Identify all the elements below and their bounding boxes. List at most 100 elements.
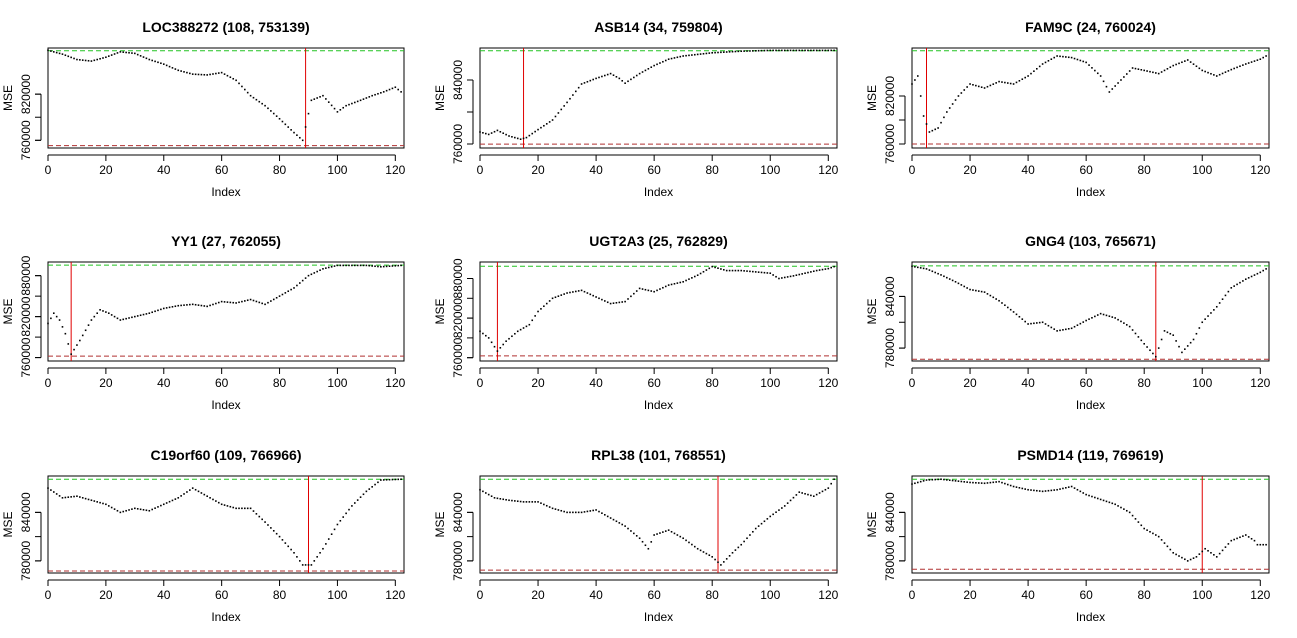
data-point — [1189, 341, 1192, 344]
data-point — [595, 296, 597, 298]
data-point — [1091, 67, 1093, 69]
data-point — [119, 319, 122, 321]
data-point — [615, 301, 618, 304]
data-point — [284, 292, 287, 294]
data-point — [598, 297, 600, 300]
chart-title: LOC388272 (108, 753139) — [142, 19, 309, 35]
data-point — [397, 88, 400, 91]
data-point — [1085, 61, 1087, 64]
data-point — [1233, 285, 1235, 287]
data-point — [307, 112, 310, 115]
data-point — [374, 93, 376, 96]
chart-title: YY1 (27, 762055) — [171, 233, 281, 249]
x-tick-label: 120 — [385, 588, 405, 602]
data-point — [212, 303, 214, 306]
data-point — [821, 268, 824, 271]
data-point — [50, 50, 52, 52]
x-tick-label: 120 — [385, 376, 405, 390]
data-point — [1181, 351, 1183, 354]
data-point — [1047, 324, 1050, 327]
y-tick-label: 880000 — [19, 255, 33, 295]
data-point — [1160, 338, 1163, 341]
y-axis: 780000 840000 MSE — [865, 276, 906, 368]
data-point — [186, 304, 188, 306]
data-point — [621, 523, 624, 526]
data-point — [58, 52, 61, 55]
data-point — [1152, 352, 1154, 355]
data-point — [131, 508, 133, 510]
data-point — [937, 127, 939, 129]
data-point — [356, 264, 359, 267]
data-point — [676, 282, 679, 284]
data-point — [1204, 547, 1206, 550]
x-tick-label: 20 — [963, 588, 977, 602]
data-point — [1253, 539, 1256, 542]
y-tick-label: 840000 — [883, 276, 897, 316]
data-point — [502, 132, 505, 134]
data-point — [482, 332, 484, 335]
data-point — [1146, 70, 1148, 72]
data-point — [833, 265, 835, 268]
data-point — [595, 509, 597, 511]
data-point — [705, 552, 708, 555]
data-point — [705, 52, 708, 55]
x-axis: 0 20 40 60 80 100 120 Index — [45, 154, 406, 199]
data-point — [807, 493, 809, 496]
data-point — [194, 303, 197, 306]
data-point — [142, 56, 145, 58]
data-point — [1140, 524, 1143, 527]
data-point — [388, 478, 391, 481]
data-point — [1004, 304, 1006, 307]
x-tick-label: 40 — [1021, 588, 1035, 602]
data-point — [763, 520, 766, 523]
data-point — [662, 531, 664, 533]
data-point — [255, 513, 258, 515]
data-point — [644, 69, 647, 72]
data-point — [107, 505, 110, 507]
data-point — [1172, 64, 1175, 67]
data-point — [815, 49, 818, 52]
data-point — [1143, 69, 1145, 72]
data-point — [52, 312, 55, 315]
data-point — [299, 282, 301, 284]
data-point — [244, 300, 246, 302]
data-point — [604, 514, 606, 516]
data-point — [134, 315, 136, 318]
data-point — [180, 495, 182, 497]
data-point — [73, 57, 75, 60]
data-point — [499, 497, 502, 500]
data-point — [621, 301, 624, 303]
data-point — [644, 288, 647, 291]
data-point — [604, 74, 606, 77]
x-tick-label: 0 — [909, 588, 916, 602]
data-point — [388, 88, 391, 91]
data-point — [212, 498, 214, 501]
data-point — [919, 95, 922, 97]
data-point — [537, 128, 539, 131]
data-point — [514, 136, 516, 139]
data-point — [212, 73, 214, 75]
data-point — [1128, 511, 1131, 514]
data-point — [1259, 271, 1262, 274]
data-point — [479, 330, 481, 333]
data-point — [954, 99, 957, 101]
data-point — [789, 275, 792, 278]
data-point — [534, 501, 536, 503]
data-point — [267, 524, 269, 526]
data-point — [1262, 543, 1264, 546]
x-tick-label: 0 — [477, 376, 484, 390]
data-point — [1088, 494, 1090, 497]
data-point — [252, 299, 255, 302]
data-point — [160, 504, 162, 507]
x-tick-label: 20 — [963, 163, 977, 177]
data-point — [125, 509, 127, 512]
data-point — [200, 73, 203, 76]
data-point — [55, 51, 58, 54]
chart-panel: GNG4 (103, 765671) 0 20 40 60 80 100 120 Index 78… — [865, 233, 1271, 412]
data-point — [960, 284, 963, 286]
data-point — [772, 49, 774, 52]
data-point — [1047, 60, 1050, 62]
data-point — [943, 116, 945, 119]
data-point — [1036, 322, 1038, 324]
data-point — [1006, 82, 1009, 84]
